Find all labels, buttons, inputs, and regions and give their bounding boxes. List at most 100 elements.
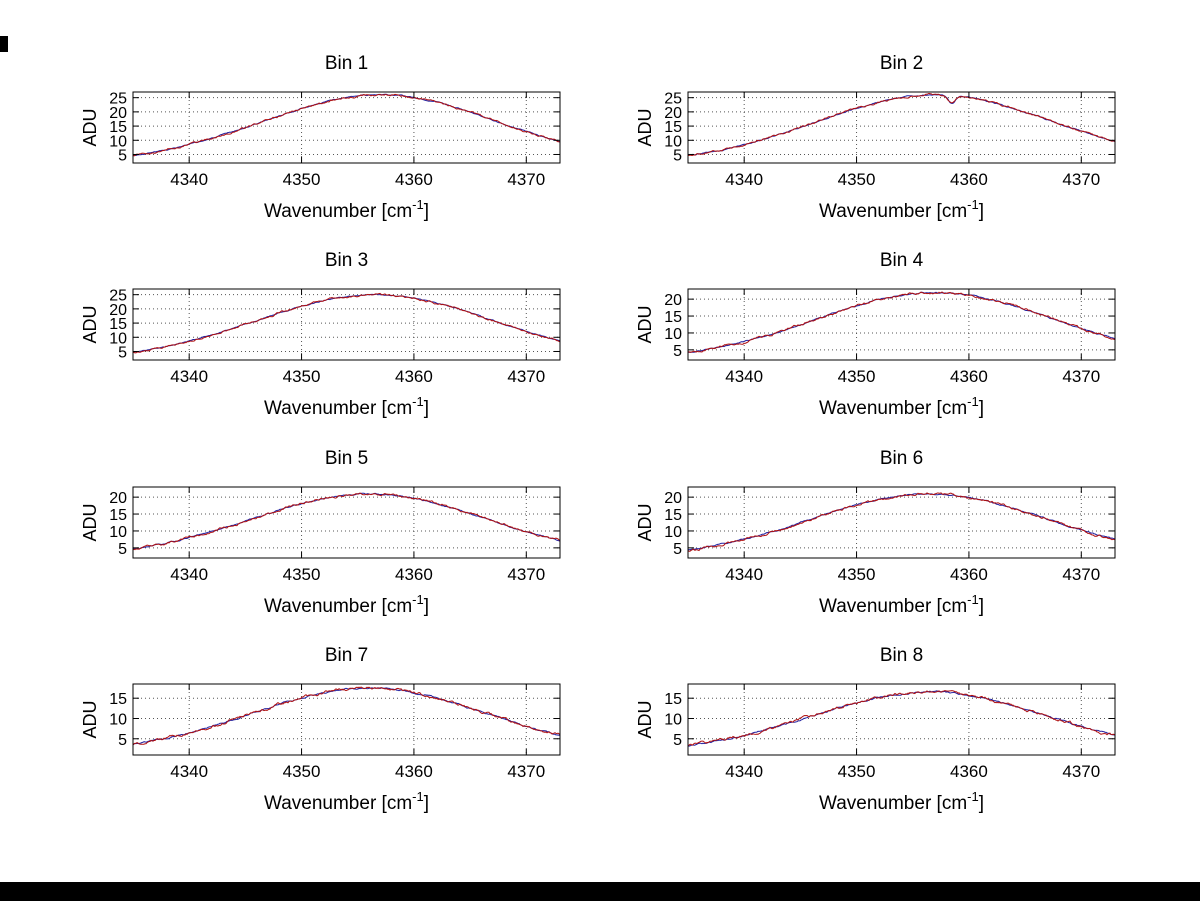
x-tick-label: 4340 <box>725 565 763 584</box>
y-tick-label: 15 <box>664 119 682 136</box>
x-axis-label-main: Wavenumber [cm <box>264 201 412 222</box>
x-tick-label: 4340 <box>725 762 763 781</box>
x-axis-label-close-bracket: ] <box>424 793 429 814</box>
x-axis-label-superscript: -1 <box>412 394 424 409</box>
axis-box <box>132 486 561 559</box>
spectrum-line <box>133 292 560 354</box>
x-axis-label-close-bracket: ] <box>424 596 429 617</box>
x-tick-label: 4340 <box>725 170 763 189</box>
spectrum-line <box>133 93 560 157</box>
y-tick-label: 5 <box>118 147 127 164</box>
x-axis-label-close-bracket: ] <box>979 793 984 814</box>
y-tick-label: 20 <box>109 105 127 122</box>
y-tick-label: 5 <box>673 541 682 558</box>
chart-title: Bin 8 <box>880 645 923 666</box>
subplot-bin-3: Bin 3 4340 4350 4360 4370 5 10 15 20 25 ADU Wavenum… <box>60 242 580 439</box>
x-tick-label: 4360 <box>950 170 988 189</box>
y-tick-label: 20 <box>109 490 127 507</box>
x-axis-label-close-bracket: ] <box>424 201 429 222</box>
y-axis-label: ADU <box>80 700 100 738</box>
y-tick-label: 10 <box>664 326 682 343</box>
x-tick-label: 4370 <box>1062 565 1100 584</box>
x-tick-label: 4350 <box>838 565 876 584</box>
x-tick-label: 4340 <box>170 170 208 189</box>
y-tick-label: 10 <box>109 330 127 347</box>
x-tick-label: 4370 <box>1062 170 1100 189</box>
spectrum-line <box>688 690 1115 747</box>
spectrum-line <box>688 291 1115 353</box>
y-tick-label: 10 <box>664 524 682 541</box>
axis-box <box>132 288 561 361</box>
x-tick-label: 4360 <box>950 762 988 781</box>
x-axis-label: Wavenumber [cm-1] <box>264 592 429 617</box>
y-axis-label: ADU <box>80 305 100 343</box>
x-axis-label: Wavenumber [cm-1] <box>819 592 984 617</box>
x-axis-label-superscript: -1 <box>967 197 979 212</box>
x-tick-label: 4350 <box>838 762 876 781</box>
y-tick-label: 15 <box>664 309 682 326</box>
spectrum-line-under <box>133 93 560 157</box>
y-tick-label: 10 <box>109 711 127 728</box>
y-tick-label: 10 <box>664 133 682 150</box>
y-tick-label: 5 <box>673 732 682 749</box>
x-axis-label-main: Wavenumber [cm <box>819 398 967 419</box>
x-axis-label-main: Wavenumber [cm <box>264 793 412 814</box>
y-axis-label: ADU <box>635 108 655 146</box>
y-axis-label: ADU <box>80 108 100 146</box>
x-axis-label-superscript: -1 <box>412 592 424 607</box>
spectrum-line <box>133 686 560 746</box>
subplot-bin-7: Bin 7 4340 4350 4360 4370 5 10 15 ADU Wavenumber … <box>60 637 580 834</box>
x-axis-label: Wavenumber [cm-1] <box>264 394 429 419</box>
subplot-bin-1: Bin 1 4340 4350 4360 4370 5 10 15 20 25 ADU Wavenum… <box>60 45 580 242</box>
y-axis-label: ADU <box>635 503 655 541</box>
bin-7-chart: Bin 7 4340 4350 4360 4370 5 10 15 ADU Wavenumber … <box>80 645 561 814</box>
y-tick-label: 15 <box>109 691 127 708</box>
y-axis-label: ADU <box>80 503 100 541</box>
x-axis-label-close-bracket: ] <box>979 398 984 419</box>
x-tick-label: 4370 <box>507 565 545 584</box>
bottom-bar <box>0 882 1200 901</box>
y-tick-label: 5 <box>673 343 682 360</box>
y-tick-label: 20 <box>664 105 682 122</box>
chart-title: Bin 4 <box>880 250 924 271</box>
axis-box <box>687 486 1116 559</box>
spectrum-line <box>133 492 560 551</box>
x-axis-label: Wavenumber [cm-1] <box>819 197 984 222</box>
y-tick-label: 25 <box>109 288 127 305</box>
y-tick-label: 5 <box>118 344 127 361</box>
x-tick-label: 4370 <box>507 367 545 386</box>
chart-title: Bin 2 <box>880 53 923 74</box>
subplot-bin-4: Bin 4 4340 4350 4360 4370 5 10 15 20 ADU Wavenumbe… <box>615 242 1135 439</box>
chart-title: Bin 1 <box>325 53 368 74</box>
x-axis-label-main: Wavenumber [cm <box>819 793 967 814</box>
x-tick-label: 4360 <box>395 762 433 781</box>
x-axis-label-superscript: -1 <box>967 789 979 804</box>
x-tick-label: 4370 <box>1062 367 1100 386</box>
y-tick-label: 10 <box>664 711 682 728</box>
x-axis-label: Wavenumber [cm-1] <box>819 394 984 419</box>
x-axis-label-superscript: -1 <box>412 197 424 212</box>
axis-box <box>687 288 1116 361</box>
subplot-bin-8: Bin 8 4340 4350 4360 4370 5 10 15 ADU Wavenumber … <box>615 637 1135 834</box>
x-tick-label: 4360 <box>395 367 433 386</box>
spectrum-line-under <box>133 492 560 550</box>
axis-box <box>687 683 1116 756</box>
x-axis-label-close-bracket: ] <box>424 398 429 419</box>
x-tick-label: 4340 <box>170 367 208 386</box>
y-tick-label: 20 <box>109 302 127 319</box>
chart-title: Bin 6 <box>880 448 923 469</box>
spectrum-line <box>688 492 1115 552</box>
spectrum-line-under <box>688 493 1115 551</box>
x-tick-label: 4360 <box>395 565 433 584</box>
x-axis-label-main: Wavenumber [cm <box>819 596 967 617</box>
x-axis-label-main: Wavenumber [cm <box>819 201 967 222</box>
x-tick-label: 4340 <box>170 762 208 781</box>
x-tick-label: 4350 <box>838 367 876 386</box>
y-tick-label: 10 <box>109 524 127 541</box>
y-tick-label: 15 <box>109 316 127 333</box>
